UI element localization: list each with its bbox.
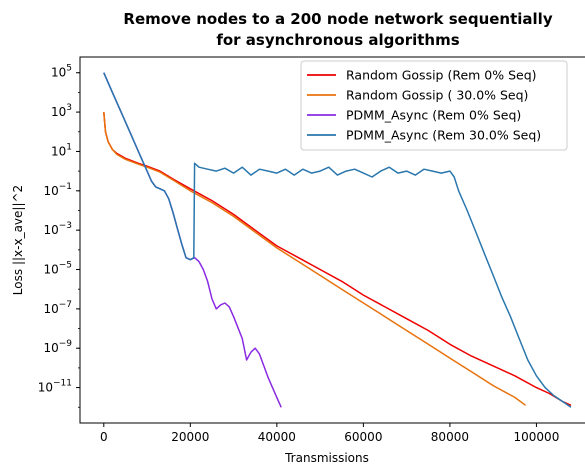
x-tick-label: 20000 xyxy=(171,430,209,444)
legend: Random Gossip (Rem 0% Seq) Random Gossip … xyxy=(300,60,568,151)
x-axis: 0 20000 40000 60000 80000 100000 xyxy=(100,423,559,444)
y-tick-label: 10−5 xyxy=(43,261,72,277)
x-tick-label: 60000 xyxy=(344,430,382,444)
y-tick-label: 10−11 xyxy=(38,379,72,395)
y-axis: 105 103 101 10−1 10−3 10−5 10−7 10−9 10−11 xyxy=(38,64,80,408)
legend-label-4: PDMM_Async (Rem 30.0% Seq) xyxy=(346,128,541,143)
y-tick-label: 105 xyxy=(51,64,72,80)
series-line-4 xyxy=(103,72,572,408)
y-axis-label: Loss ||x-x_ave||^2 xyxy=(11,185,25,295)
y-tick-label: 101 xyxy=(51,142,72,158)
series-line-2 xyxy=(103,112,527,406)
axes-frame xyxy=(79,56,585,424)
series-layer xyxy=(103,72,572,408)
x-tick-label: 80000 xyxy=(431,430,469,444)
x-axis-label: Transmissions xyxy=(284,451,369,465)
legend-label-2: Random Gossip ( 30.0% Seq) xyxy=(346,88,528,103)
plot-area xyxy=(79,56,585,424)
x-tick-label: 100000 xyxy=(514,430,560,444)
legend-label-1: Random Gossip (Rem 0% Seq) xyxy=(346,68,537,83)
x-tick-label: 40000 xyxy=(258,430,296,444)
y-tick-label: 103 xyxy=(51,103,72,119)
y-tick-label: 10−1 xyxy=(43,182,72,198)
chart-title-line1: Remove nodes to a 200 node network seque… xyxy=(123,10,552,28)
x-tick-label: 0 xyxy=(100,430,108,444)
series-line-1 xyxy=(103,112,572,406)
chart-title-line2: for asynchronous algorithms xyxy=(216,31,459,49)
legend-box xyxy=(300,60,568,151)
y-tick-label: 10−7 xyxy=(43,300,72,316)
legend-label-3: PDMM_Async (Rem 0% Seq) xyxy=(346,108,521,123)
legend-entries: Random Gossip (Rem 0% Seq) Random Gossip … xyxy=(307,68,541,143)
y-tick-label: 10−9 xyxy=(43,339,72,355)
y-tick-label: 10−3 xyxy=(43,221,72,237)
